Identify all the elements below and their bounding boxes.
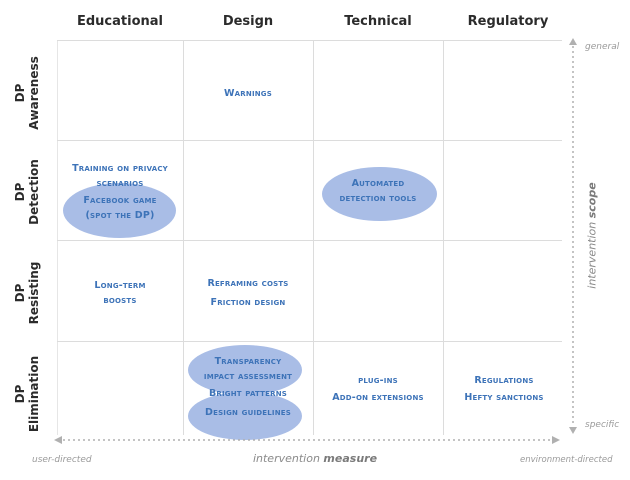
row-header-prefix: DP: [13, 182, 27, 202]
cell-design-guidelines: Design guidelines: [205, 407, 291, 418]
row-header-prefix: DP: [13, 283, 27, 303]
axis-title-prefix: intervention: [585, 221, 599, 289]
cell-regulations-sanctions: Regulations Hefty sanctions: [443, 372, 565, 406]
grid-line-vertical: [443, 40, 444, 435]
row-header-label: Resisting: [27, 261, 41, 325]
column-header-regulatory: Regulatory: [467, 14, 549, 29]
grid-line-vertical: [313, 40, 314, 435]
row-header-prefix: DP: [13, 83, 27, 103]
cell-training-privacy: Training on privacy scenarios: [57, 161, 183, 191]
row-header-resisting: DP Resisting: [13, 243, 43, 343]
cell-line: detection tools: [339, 193, 417, 204]
axis-title-bold: scope: [585, 182, 599, 219]
grid-line-vertical: [183, 40, 184, 435]
axis-title-prefix: intervention: [252, 452, 320, 465]
cell-line: Automated: [351, 178, 405, 189]
cell-line: Facebook game: [83, 195, 157, 206]
row-header-detection: DP Detection: [13, 142, 43, 242]
row-header-elimination: DP Elimination: [13, 344, 43, 444]
cell-automated-detection: Automated detection tools: [313, 176, 443, 206]
cell-line: scenarios: [96, 178, 144, 189]
grid-line-vertical: [57, 40, 58, 435]
cell-plugins-extensions: plug-ins Add-on extensions: [313, 372, 443, 406]
axis-title-measure: intervention measure: [245, 452, 385, 465]
horizontal-axis-arrow: [54, 436, 560, 444]
cell-line: boosts: [103, 295, 137, 306]
row-header-label: Detection: [27, 159, 41, 225]
cell-line: Reframing costs: [207, 278, 289, 289]
axis-title-scope: intervention scope: [586, 181, 599, 291]
axis-label-general: general: [585, 42, 620, 52]
row-header-label: Elimination: [27, 355, 41, 433]
cell-line: Training on privacy: [72, 163, 168, 174]
cell-line: Friction design: [210, 297, 286, 308]
cell-facebook-game: Facebook game (spot the DP): [57, 193, 183, 223]
row-header-awareness: DP Awareness: [13, 43, 43, 143]
cell-line: Add-on extensions: [332, 392, 424, 403]
axis-label-environment-directed: environment-directed: [520, 455, 613, 465]
highlight-ellipse: [188, 345, 302, 395]
cell-line: Hefty sanctions: [464, 392, 544, 403]
row-header-prefix: DP: [13, 384, 27, 404]
highlight-ellipse: [63, 183, 176, 238]
axis-label-specific: specific: [585, 420, 620, 430]
grid-line-horizontal: [57, 240, 562, 241]
highlight-ellipse: [188, 392, 302, 440]
column-header-technical: Technical: [344, 14, 412, 29]
column-header-design: Design: [222, 14, 274, 29]
axis-title-bold: measure: [323, 452, 378, 465]
cell-bright-patterns: Bright patterns: [208, 388, 288, 399]
cell-line: Transparency: [214, 356, 282, 367]
cell-line: impact assessment: [203, 371, 293, 382]
cell-line: Regulations: [474, 375, 534, 386]
cell-line: Long-term: [94, 280, 146, 291]
cell-reframing-friction: Reframing costs Friction design: [183, 274, 313, 312]
row-header-label: Awareness: [27, 56, 41, 130]
column-header-educational: Educational: [76, 14, 163, 29]
axis-label-user-directed: user-directed: [32, 455, 92, 465]
cell-warnings: Warnings: [224, 88, 272, 99]
vertical-axis-arrow: [569, 38, 577, 434]
cell-transparency-assessment: Transparency impact assessment: [183, 354, 313, 384]
highlight-ellipse: [322, 167, 437, 221]
cell-line: (spot the DP): [85, 210, 155, 221]
cell-long-term-boosts: Long-term boosts: [57, 278, 183, 308]
cell-line: plug-ins: [358, 375, 398, 386]
grid-line-horizontal: [57, 140, 562, 141]
grid-line-horizontal: [57, 341, 562, 342]
grid-line-horizontal: [57, 40, 562, 41]
